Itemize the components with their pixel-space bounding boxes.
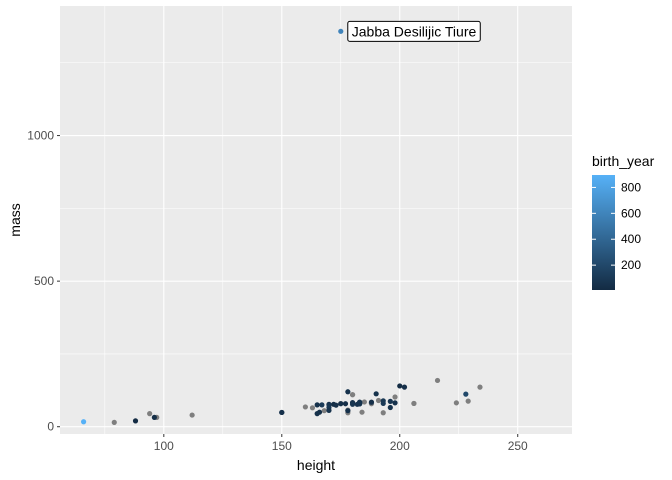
data-point — [279, 409, 285, 416]
data-point — [434, 377, 441, 384]
data-point — [314, 402, 320, 408]
data-point — [314, 411, 320, 417]
data-point — [392, 400, 398, 406]
y-tick-label: 0 — [47, 420, 54, 434]
data-point — [151, 414, 157, 421]
data-point — [326, 407, 332, 413]
data-point — [380, 400, 386, 407]
legend-break-label: 400 — [621, 232, 641, 246]
data-point — [132, 418, 139, 424]
data-point — [465, 398, 471, 404]
x-tick-label: 200 — [390, 439, 410, 453]
legend-break-label: 800 — [621, 180, 641, 194]
data-point — [401, 384, 408, 390]
data-point — [345, 408, 351, 414]
plot-panel — [60, 6, 572, 434]
data-point — [477, 384, 483, 390]
x-tick-label: 100 — [154, 439, 174, 453]
annotation-label-box — [347, 20, 481, 42]
data-point — [111, 419, 117, 425]
data-point — [338, 28, 344, 34]
data-point — [342, 401, 349, 407]
point-annotation: Jabba Desilijic Tiure — [347, 20, 481, 42]
y-axis-title: mass — [7, 203, 23, 236]
annotation-label: Jabba Desilijic Tiure — [352, 23, 477, 39]
data-point — [463, 391, 469, 397]
data-point — [345, 389, 351, 395]
legend-ticks: 200 400 600 800 — [592, 180, 641, 272]
x-tick-label: 150 — [272, 439, 292, 453]
data-point — [147, 411, 153, 417]
data-point — [397, 383, 403, 389]
data-point — [189, 412, 195, 418]
data-points — [80, 28, 483, 425]
data-point — [321, 408, 327, 414]
x-tick-label: 250 — [508, 439, 528, 453]
data-point — [319, 402, 325, 408]
data-point — [357, 401, 363, 407]
data-point — [387, 398, 393, 404]
x-axis-title: height — [297, 457, 335, 473]
color-legend: birth_year 200 400 600 800 — [592, 153, 655, 290]
data-point — [392, 394, 398, 400]
minor-gridlines — [60, 6, 572, 434]
data-point — [387, 404, 393, 411]
y-tick-label: 1000 — [27, 129, 54, 143]
data-point — [349, 392, 356, 398]
y-tick-label: 500 — [34, 274, 54, 288]
data-point — [309, 405, 316, 411]
data-point — [333, 402, 339, 408]
data-point — [80, 419, 87, 425]
data-point — [302, 404, 308, 410]
data-point — [373, 391, 379, 397]
data-point — [453, 400, 459, 406]
data-point — [359, 409, 365, 415]
legend-colorbar — [592, 175, 615, 290]
data-point — [361, 399, 367, 405]
legend-title: birth_year — [592, 153, 655, 169]
y-axis: 0 500 1000 — [27, 129, 60, 434]
data-point — [411, 400, 417, 407]
major-gridlines — [60, 6, 572, 434]
data-point — [368, 399, 375, 405]
legend-break-label: 600 — [621, 206, 641, 220]
legend-break-label: 200 — [621, 258, 641, 272]
data-point — [375, 397, 382, 404]
data-point — [338, 401, 344, 407]
data-point — [349, 401, 356, 407]
data-point — [380, 410, 386, 416]
x-axis: 100 150 200 250 — [154, 434, 528, 453]
